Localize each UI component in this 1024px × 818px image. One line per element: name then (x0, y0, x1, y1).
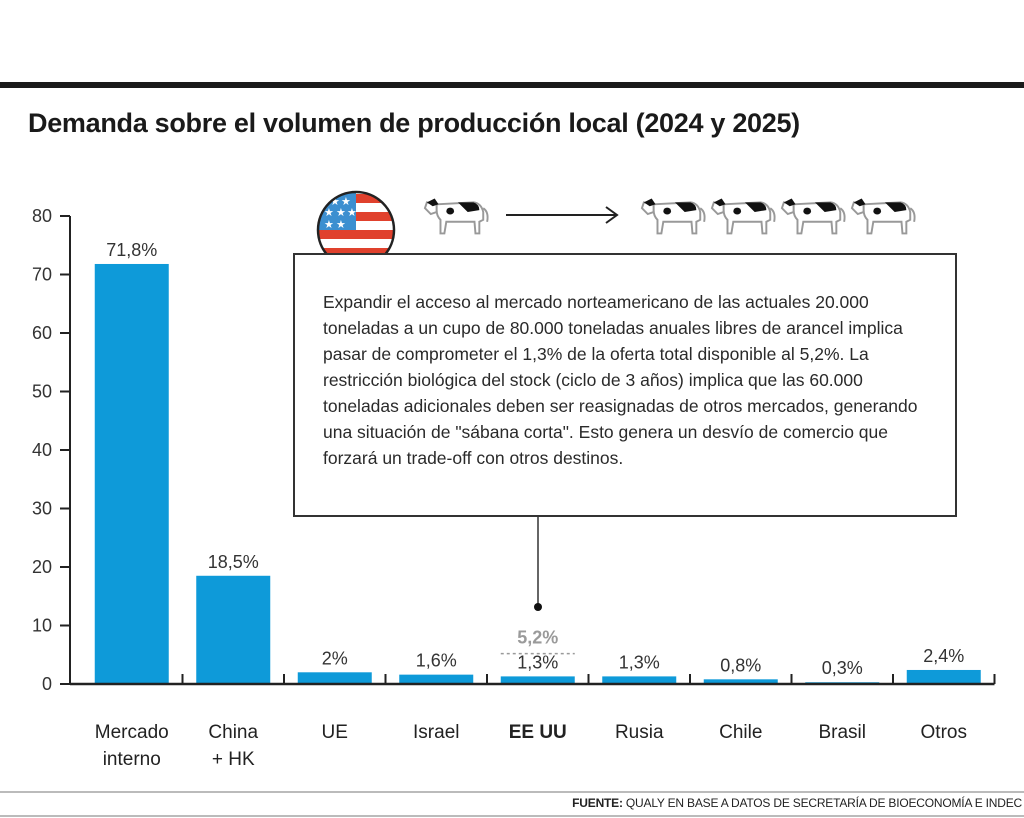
data-label: 1,3% (619, 652, 660, 672)
bar (906, 669, 981, 684)
x-category-label: UE (322, 722, 348, 743)
svg-text:★: ★ (341, 195, 351, 208)
data-label: 2% (322, 648, 348, 668)
data-label: 1,6% (416, 651, 457, 671)
svg-text:★: ★ (336, 206, 346, 219)
svg-text:★: ★ (330, 195, 340, 208)
footer-rule-bottom (0, 815, 1024, 817)
x-category-label: EE UU (509, 722, 567, 743)
x-category-label: Otros (921, 722, 967, 743)
data-label: 2,4% (923, 646, 964, 666)
cow-icon (710, 197, 776, 235)
y-tick-label: 0 (42, 674, 52, 694)
x-category-label: Brasil (818, 722, 866, 743)
x-category-label: + HK (212, 749, 255, 770)
bar (500, 676, 575, 684)
x-category-label: Chile (719, 722, 762, 743)
y-tick-label: 20 (32, 557, 52, 577)
svg-text:★: ★ (336, 218, 346, 231)
arrow-right-icon (506, 206, 619, 224)
bar (196, 575, 271, 684)
source-note: FUENTE: QUALY EN BASE A DATOS DE SECRETA… (572, 796, 1022, 810)
source-label: FUENTE: (572, 796, 623, 810)
top-rule (0, 82, 1024, 88)
x-category-label: Rusia (615, 722, 664, 743)
y-tick-label: 60 (32, 323, 52, 343)
y-tick-label: 70 (32, 265, 52, 285)
y-tick-label: 50 (32, 382, 52, 402)
annotation-connector (534, 517, 542, 611)
bar (297, 672, 372, 684)
data-label: 0,8% (720, 655, 761, 675)
projected-label: 5,2% (517, 628, 558, 648)
x-category-label: China (208, 722, 258, 743)
cow-icon (423, 197, 489, 235)
cow-icon (780, 197, 846, 235)
annotation-box: Expandir el acceso al mercado norteameri… (293, 253, 957, 517)
svg-text:★: ★ (347, 206, 357, 219)
source-text: QUALY EN BASE A DATOS DE SECRETARÍA DE B… (625, 796, 1022, 810)
x-category-label: Mercado (95, 722, 169, 743)
bar (399, 674, 474, 684)
data-label: 1,3% (517, 652, 558, 672)
chart-title: Demanda sobre el volumen de producción l… (28, 108, 800, 138)
cow-icon (640, 197, 706, 235)
data-label: 0,3% (822, 658, 863, 678)
y-tick-label: 80 (32, 206, 52, 226)
bar (703, 679, 778, 684)
footer-rule (0, 791, 1024, 793)
x-category-label: Israel (413, 722, 459, 743)
data-label: 18,5% (208, 552, 259, 572)
y-tick-label: 10 (32, 616, 52, 636)
bar (94, 263, 169, 684)
cow-icon (850, 197, 916, 235)
x-category-label: interno (103, 749, 161, 770)
svg-text:★: ★ (324, 206, 334, 219)
annotation-text: Expandir el acceso al mercado norteameri… (323, 292, 918, 468)
data-label: 71,8% (106, 240, 157, 260)
y-tick-label: 30 (32, 499, 52, 519)
svg-text:★: ★ (324, 218, 334, 231)
y-tick-label: 40 (32, 440, 52, 460)
bar (602, 676, 677, 684)
